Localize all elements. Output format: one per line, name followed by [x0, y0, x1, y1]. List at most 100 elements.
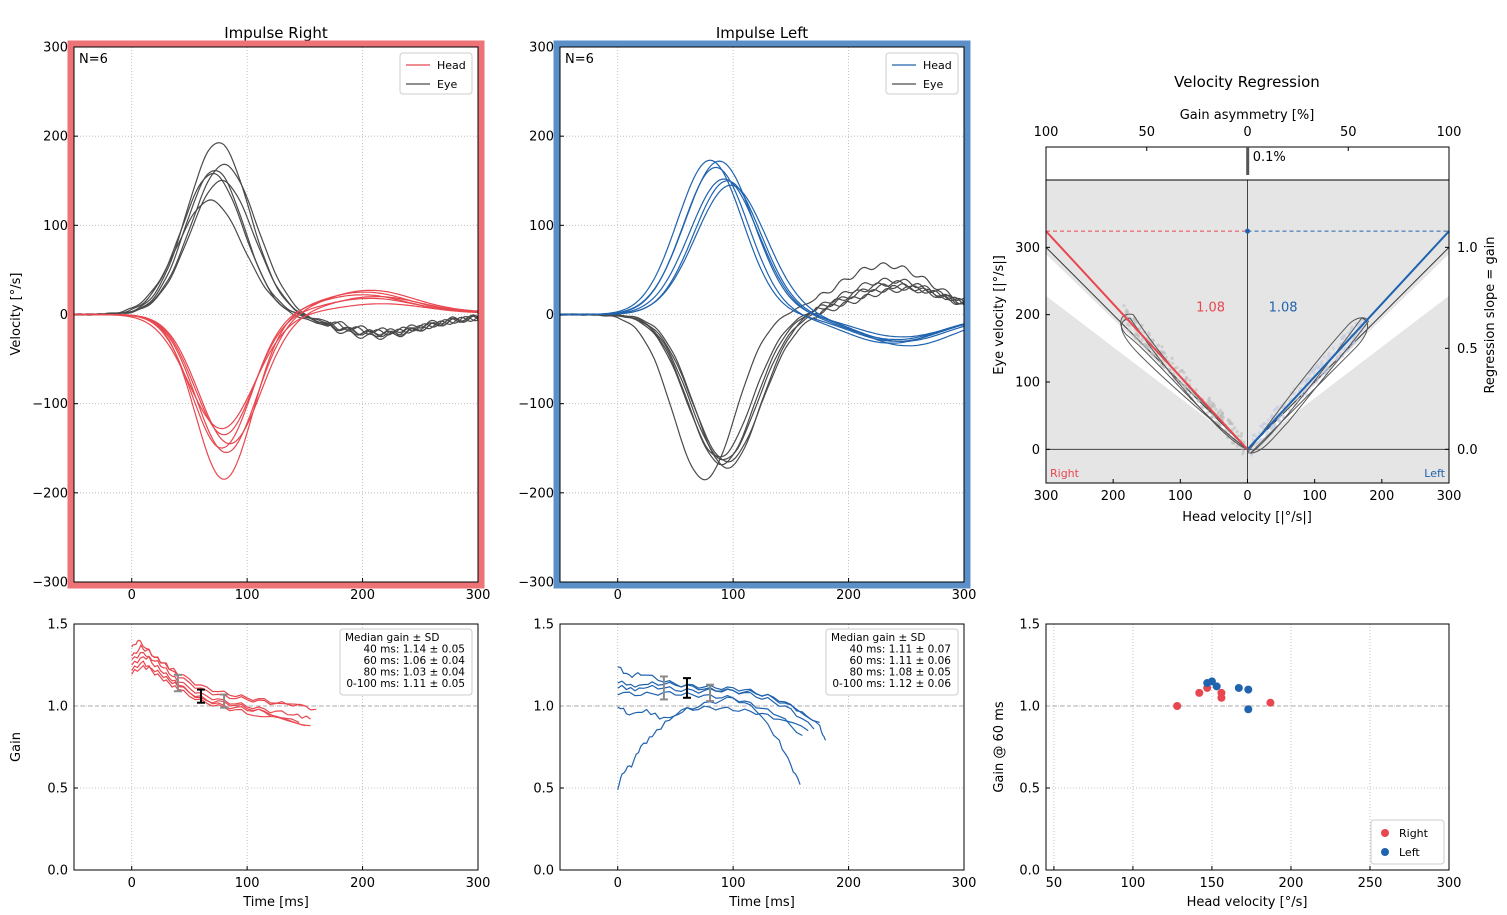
top-tick-label: 100	[1437, 125, 1462, 140]
right-sample-point	[1188, 378, 1192, 383]
left-sample-point	[1314, 380, 1319, 384]
x-tick-label: 300	[952, 588, 977, 603]
left-sample-point	[1316, 363, 1320, 367]
right-sample-point	[1206, 411, 1210, 415]
right-sample-point	[1161, 365, 1165, 369]
right-sample-point	[1185, 376, 1189, 381]
stats-box-line: 80 ms: 1.03 ± 0.04	[363, 667, 465, 679]
x-tick-label: 100	[235, 588, 260, 603]
y-tick-label: 200	[43, 130, 68, 145]
right-sample-point	[1194, 388, 1198, 392]
top-tick-label: 50	[1340, 125, 1357, 140]
asymmetry-label: 0.1%	[1253, 150, 1286, 165]
left-sample-point	[1260, 424, 1264, 429]
x-tick-label: 0	[128, 876, 136, 891]
velocity-regression-right-ylabel: Regression slope = gain	[1483, 236, 1498, 393]
left-gain-point	[1207, 677, 1216, 686]
left-sample-point	[1358, 321, 1362, 325]
stats-box-line: 60 ms: 1.06 ± 0.04	[363, 655, 465, 667]
left-sample-point	[1266, 430, 1270, 434]
x-tick-label: 50	[1046, 876, 1063, 891]
right-sample-point	[1241, 452, 1245, 456]
stats-box-line: 0-100 ms: 1.12 ± 0.06	[832, 678, 951, 690]
impulse-right-title: Impulse Right	[224, 24, 328, 42]
x-tick-label: 300	[1437, 489, 1462, 504]
right-sample-point	[1183, 384, 1187, 388]
x-tick-label: 200	[836, 876, 861, 891]
right-sample-point	[1220, 411, 1224, 415]
stats-box-line: 0-100 ms: 1.11 ± 0.05	[346, 678, 465, 690]
eye-trace	[74, 179, 478, 338]
head-trace	[74, 291, 478, 480]
y-tick-label: 1.5	[47, 618, 68, 633]
right-sample-point	[1156, 343, 1160, 347]
top-tick-label: 50	[1138, 125, 1155, 140]
stats-box-line: 80 ms: 1.08 ± 0.05	[849, 667, 951, 679]
left-gain-label: 1.08	[1269, 300, 1298, 315]
right-tick-label: 0.5	[1457, 342, 1478, 357]
head-trace	[560, 180, 964, 347]
right-gain-point	[1173, 702, 1182, 710]
plot-frame	[1045, 623, 1450, 871]
y-tick-label: 300	[1015, 241, 1040, 256]
left-sample-point	[1298, 387, 1303, 391]
head-trace	[74, 297, 478, 436]
y-tick-label: 100	[43, 219, 68, 234]
right-sample-point	[1136, 338, 1140, 342]
right-sample-point	[1139, 341, 1143, 345]
left-sample-point	[1272, 409, 1276, 413]
right-sample-point	[1164, 355, 1168, 360]
top-tick-label: 0	[1243, 125, 1251, 140]
right-sample-point	[1236, 434, 1240, 438]
gain-left-panel: Time [ms] 0 100 200 300 0.0 0.5 1.0 1.5 Median g…	[533, 618, 976, 911]
left-sample-point	[1304, 392, 1308, 397]
right-sample-point	[1210, 405, 1214, 409]
y-tick-label: 1.0	[47, 700, 68, 715]
left-sample-point	[1319, 364, 1323, 368]
legend-head-label: Head	[923, 59, 952, 72]
eye-trace	[560, 279, 964, 466]
right-sample-point	[1133, 336, 1138, 340]
x-tick-label: 100	[721, 876, 746, 891]
right-sample-point	[1122, 304, 1126, 308]
right-sample-point	[1214, 407, 1218, 411]
right-sample-point	[1241, 449, 1246, 453]
legend-left-label: Left	[1399, 846, 1420, 859]
right-sample-point	[1171, 361, 1175, 365]
x-tick-label: 250	[1358, 876, 1383, 891]
right-sample-point	[1196, 399, 1201, 404]
x-tick-label: 200	[1279, 876, 1304, 891]
y-tick-label: −300	[518, 576, 554, 591]
left-sample-point	[1305, 377, 1309, 381]
gain-trace	[617, 696, 801, 791]
y-tick-label: −100	[518, 397, 554, 412]
shade-low-left	[1046, 295, 1248, 483]
gain-vs-velocity-xlabel: Head velocity [°/s]	[1187, 895, 1308, 910]
x-tick-label: 100	[235, 876, 260, 891]
gain-trace	[617, 705, 809, 732]
left-sample-point	[1331, 346, 1336, 350]
eye-trace	[74, 172, 478, 334]
right-sample-point	[1206, 401, 1210, 405]
y-tick-label: 1.0	[1019, 700, 1040, 715]
left-sample-point	[1346, 331, 1350, 335]
x-tick-label: 150	[1200, 876, 1225, 891]
left-sample-point	[1313, 366, 1317, 371]
left-sample-point	[1308, 372, 1312, 376]
plot-area	[560, 159, 964, 481]
right-sample-point	[1233, 426, 1237, 430]
right-sample-point	[1162, 350, 1166, 355]
impulse-right-ylabel: Velocity [°/s]	[9, 273, 24, 356]
gain-trace	[617, 666, 827, 741]
eye-trace	[560, 286, 964, 463]
legend-left-marker	[1381, 848, 1389, 856]
right-sample-point	[1235, 444, 1239, 448]
x-tick-label: 200	[350, 876, 375, 891]
right-sample-point	[1226, 418, 1231, 422]
right-corner-label: Right	[1050, 467, 1080, 480]
left-gain-point	[1212, 682, 1221, 691]
head-trace	[560, 178, 964, 341]
y-tick-label: 300	[529, 41, 554, 56]
head-trace	[74, 296, 478, 445]
